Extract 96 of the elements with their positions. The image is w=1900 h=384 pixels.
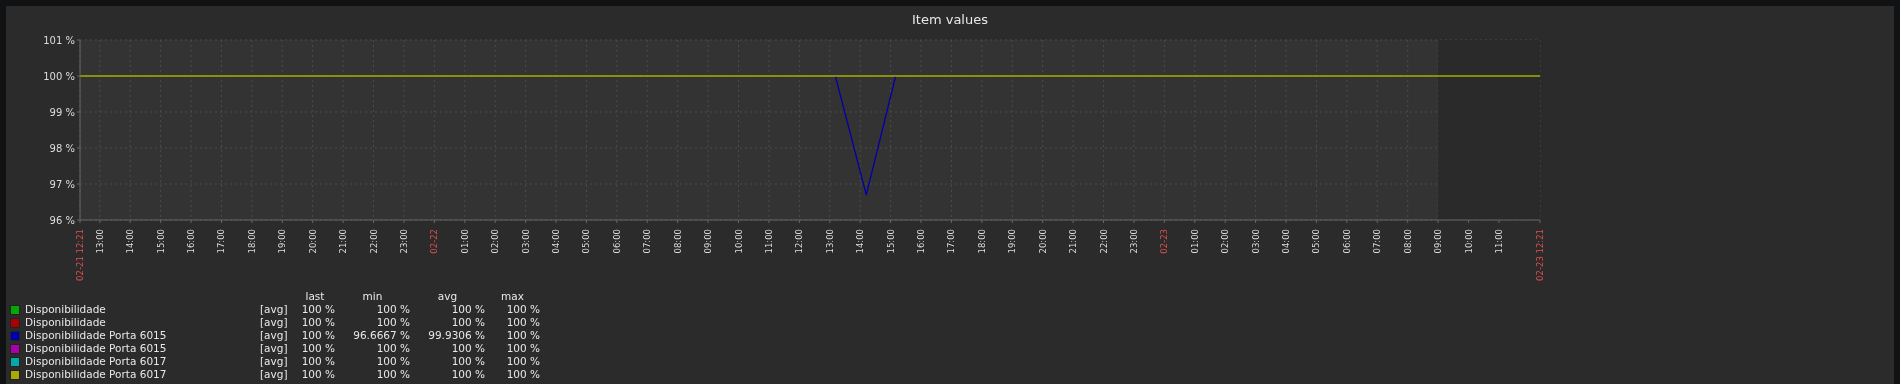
x-tick-label: 03:00 [1250, 229, 1261, 254]
text: 100 % [375, 303, 410, 316]
text: 100 % [450, 342, 485, 355]
x-tick-label: 02-22 [429, 229, 440, 254]
text: 100 % [375, 368, 410, 381]
legend-label: Disponibilidade Porta 6017 [24, 368, 168, 381]
legend-label: Disponibilidade Porta 6015 [24, 342, 168, 355]
text: 100 % [450, 316, 485, 329]
x-tick-label: 13:00 [824, 229, 835, 254]
x-tick-label: 18:00 [246, 229, 257, 254]
text: 100 % [300, 316, 335, 329]
x-tick-label: 19:00 [277, 229, 288, 254]
x-tick-label: 02-21 12:21 [75, 229, 85, 281]
text: [avg] [260, 329, 289, 342]
x-tick-label: 12:00 [794, 229, 805, 254]
text: 100 % [505, 303, 540, 316]
y-tick-label: 100 % [43, 70, 75, 82]
x-tick-label: 15:00 [885, 229, 896, 254]
chart-title: Item values [911, 12, 989, 27]
x-tick-label: 02-23 [1159, 229, 1170, 254]
x-tick-label: 05:00 [1311, 229, 1322, 254]
x-tick-label: 14:00 [125, 229, 136, 254]
y-tick-label: 98 % [49, 142, 75, 154]
legend-label: Disponibilidade [24, 303, 107, 316]
x-tick-label: 04:00 [1281, 229, 1292, 254]
x-tick-label: 06:00 [611, 229, 622, 254]
y-tick-label: 101 % [43, 34, 75, 46]
text: avg [436, 290, 459, 303]
text: 100 % [300, 355, 335, 368]
text: 100 % [505, 316, 540, 329]
text: 100 % [300, 329, 335, 342]
x-tick-label: 08:00 [1402, 229, 1413, 254]
x-tick-label: 01:00 [1189, 229, 1200, 254]
x-tick-label: 20:00 [307, 229, 318, 254]
legend-label: Disponibilidade Porta 6017 [24, 355, 168, 368]
x-tick-label: 21:00 [1068, 229, 1079, 254]
text: 100 % [300, 368, 335, 381]
legend-label: Disponibilidade Porta 6015 [24, 329, 168, 342]
x-tick-label: 13:00 [94, 229, 105, 254]
text: [avg] [260, 355, 289, 368]
y-tick-label: 96 % [49, 214, 75, 226]
x-tick-label: 10:00 [733, 229, 744, 254]
x-tick-label: 09:00 [1433, 229, 1444, 254]
text: [avg] [260, 342, 289, 355]
text: 100 % [450, 368, 485, 381]
x-tick-label: 01:00 [459, 229, 470, 254]
text: 100 % [505, 355, 540, 368]
x-tick-label: 14:00 [855, 229, 866, 254]
text: 100 % [300, 303, 335, 316]
text: [avg] [260, 316, 289, 329]
x-tick-label: 23:00 [1128, 229, 1139, 254]
x-tick-label: 16:00 [916, 229, 927, 254]
y-tick-label: 97 % [49, 178, 75, 190]
x-tick-label: 06:00 [1341, 229, 1352, 254]
x-tick-label: 22:00 [368, 229, 379, 254]
x-tick-label: 17:00 [216, 229, 227, 254]
x-tick-label: 02:00 [1220, 229, 1231, 254]
x-tick-label: 02:00 [490, 229, 501, 254]
x-tick-label: 03:00 [520, 229, 531, 254]
y-tick-label: 99 % [49, 106, 75, 118]
x-tick-label: 19:00 [1007, 229, 1018, 254]
text: [avg] [260, 368, 289, 381]
text: 99.9306 % [427, 329, 485, 342]
x-tick-label: 15:00 [155, 229, 166, 254]
text: max [500, 290, 525, 303]
text: last [304, 290, 326, 303]
x-tick-label: 16:00 [186, 229, 197, 254]
x-tick-label: 04:00 [551, 229, 562, 254]
x-tick-label: 17:00 [946, 229, 957, 254]
text: 100 % [375, 316, 410, 329]
text: 100 % [505, 329, 540, 342]
legend-label: Disponibilidade [24, 316, 107, 329]
x-tick-label: 02-23 12:21 [1535, 229, 1545, 281]
x-tick-label: 07:00 [1372, 229, 1383, 254]
x-tick-label: 20:00 [1037, 229, 1048, 254]
x-tick-label: 11:00 [763, 229, 774, 254]
text: 96.6667 % [352, 329, 410, 342]
x-tick-label: 08:00 [672, 229, 683, 254]
x-tick-label: 11:00 [1493, 229, 1504, 254]
x-tick-label: 05:00 [581, 229, 592, 254]
x-tick-label: 21:00 [338, 229, 349, 254]
text: 100 % [505, 368, 540, 381]
text: 100 % [450, 355, 485, 368]
text: [avg] [260, 303, 289, 316]
x-tick-label: 07:00 [642, 229, 653, 254]
text: 100 % [375, 355, 410, 368]
text: 100 % [505, 342, 540, 355]
x-tick-label: 09:00 [703, 229, 714, 254]
text: 100 % [375, 342, 410, 355]
text: 100 % [450, 303, 485, 316]
x-tick-label: 22:00 [1098, 229, 1109, 254]
x-tick-label: 23:00 [398, 229, 409, 254]
text: min [361, 290, 384, 303]
text: 100 % [300, 342, 335, 355]
x-tick-label: 18:00 [976, 229, 987, 254]
x-tick-label: 10:00 [1463, 229, 1474, 254]
